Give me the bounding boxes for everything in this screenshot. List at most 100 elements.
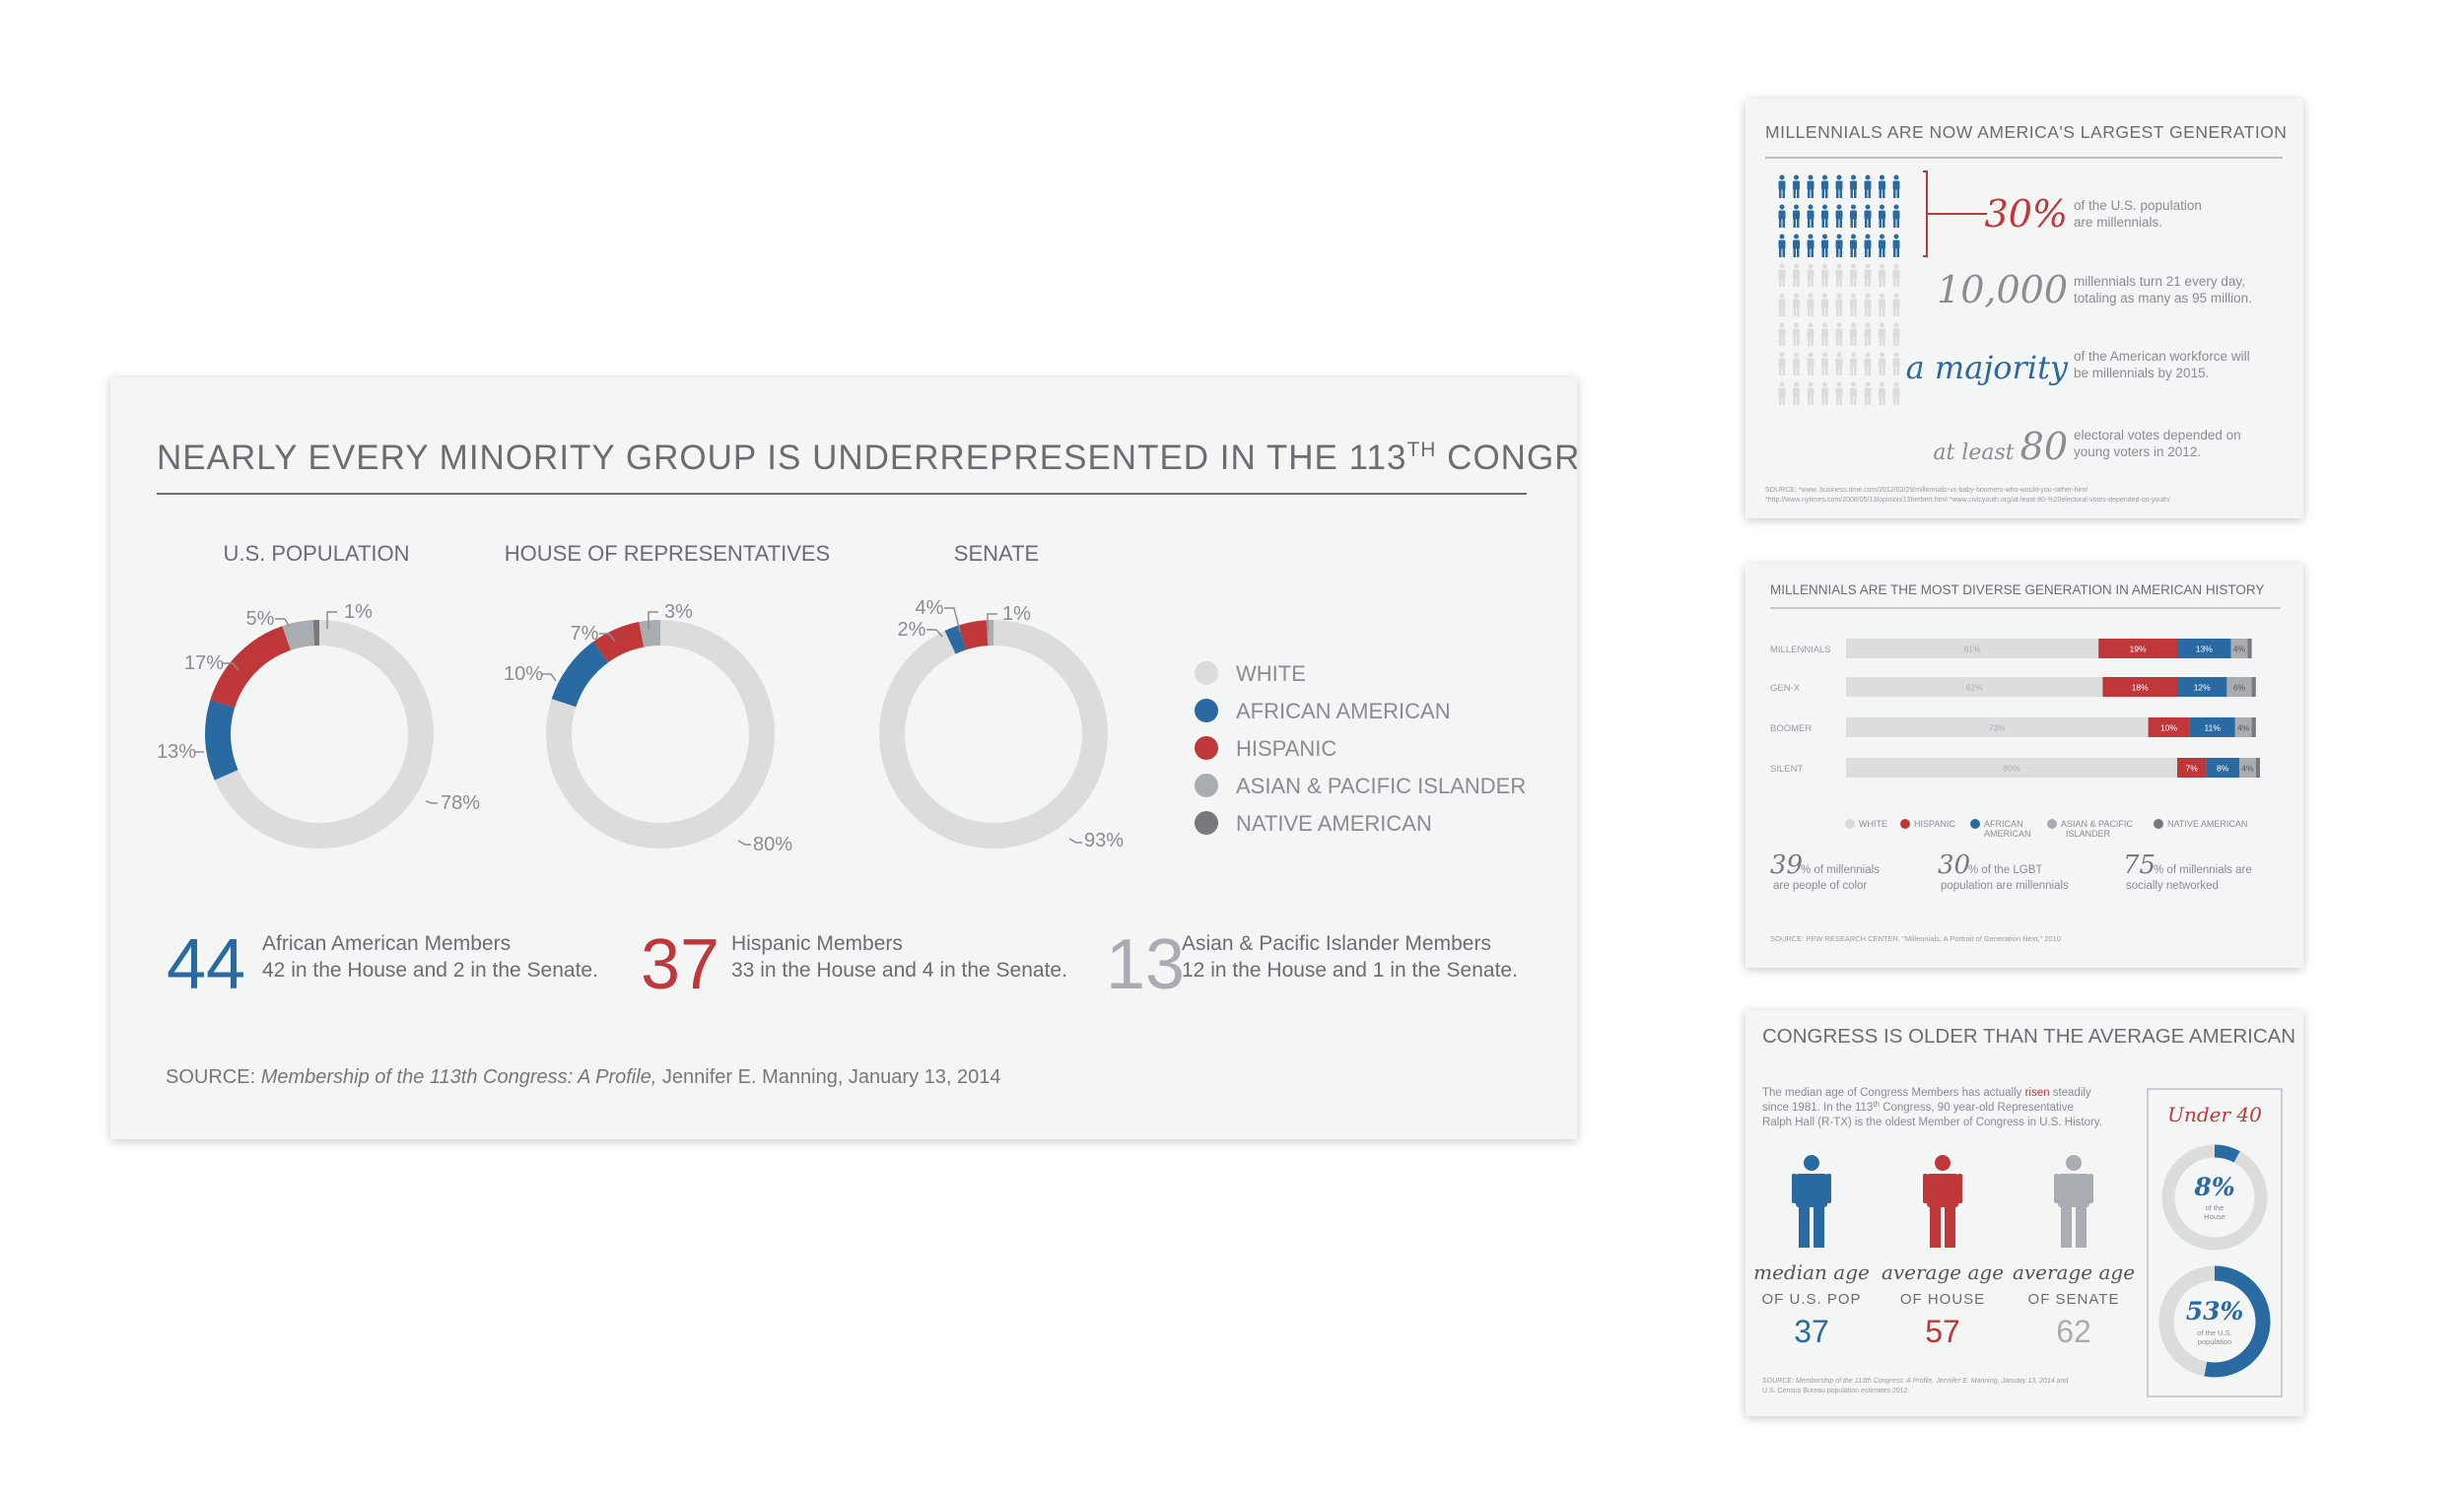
chart-title-us-population: U.S. POPULATION	[223, 541, 409, 566]
person-icon	[1864, 352, 1872, 375]
person-icon	[1821, 204, 1828, 228]
leader-house-3	[648, 611, 658, 630]
millennials-largest-card: MILLENNIALS ARE NOW AMERICA'S LARGEST GE…	[1745, 99, 2303, 518]
card1-source2: *http://www.nytimes.com/2008/05/13/opini…	[1765, 497, 2170, 504]
bar-value-label: 18%	[2132, 683, 2149, 693]
age-figures	[1792, 1155, 2093, 1248]
legend-dot-asian-pacific-islander	[1195, 774, 1218, 797]
ring2-pct: 53%	[2186, 1297, 2244, 1325]
card2-facts: 39 % of millennials are people of color …	[1770, 850, 2252, 892]
member-stats: 44 African American Members 42 in the Ho…	[167, 925, 1518, 1004]
fact-39-text: % of millennials	[1801, 864, 1880, 876]
chart-title-house: HOUSE OF REPRESENTATIVES	[505, 541, 830, 566]
label-leaders	[194, 607, 1082, 846]
bar-segment-asian-pacific-islander	[2226, 677, 2252, 697]
label-senate-4: 4%	[916, 597, 944, 619]
person-icon	[1850, 234, 1857, 257]
person-icon	[1850, 263, 1857, 287]
person-icon	[1821, 352, 1828, 375]
fact-80-text2: young voters in 2012.	[2074, 444, 2201, 459]
person-icon	[1793, 352, 1800, 375]
bar-category-label: SILENT	[1770, 764, 1803, 775]
person-icon	[1821, 322, 1828, 346]
person-icon	[1821, 293, 1828, 316]
label-of-house: OF HOUSE	[1900, 1291, 1985, 1308]
card1-title: MILLENNIALS ARE NOW AMERICA'S LARGEST GE…	[1765, 122, 2287, 142]
bar-segment-white	[1846, 677, 2103, 697]
bar-category-label: GEN-X	[1770, 683, 1801, 694]
stat-line1-hispanic: Hispanic Members	[731, 932, 903, 955]
para-line3: Ralph Hall (R-TX) is the oldest Member o…	[1762, 1117, 2102, 1128]
card3-source2: U.S. Census Bureau population estimates …	[1762, 1388, 1909, 1394]
bar-segment-hispanic	[2177, 758, 2207, 778]
legend-dot-white	[1195, 661, 1218, 685]
leader-senate-2	[926, 629, 943, 638]
fact-75-text: % of millennials are	[2154, 864, 2252, 876]
fact-10000-text2: totaling as many as 95 million.	[2074, 291, 2252, 306]
donut-segment-asian-pacific-islander	[639, 619, 661, 647]
bar-value-label: 73%	[1989, 723, 2006, 733]
ring1-sub1: of the	[2206, 1203, 2224, 1212]
label-senate-93: 93%	[1084, 830, 1124, 851]
label-house-3: 3%	[664, 601, 693, 623]
person-icon	[1821, 263, 1828, 287]
ring1-pct: 8%	[2193, 1173, 2234, 1201]
person-icon	[1892, 293, 1900, 316]
person-icon	[1879, 234, 1885, 257]
leader-senate-4	[944, 607, 961, 633]
bar-value-label: 4%	[2233, 645, 2246, 654]
leader-us-1	[326, 611, 337, 629]
person-icon	[1793, 204, 1800, 228]
person-icon	[1864, 322, 1872, 346]
donut-labels: 5% 1% 17% 13% 78% 7% 3% 10% 80% 4% 2% 1%…	[157, 597, 1124, 855]
person-icon	[1864, 381, 1872, 405]
card2-legend: WHITE HISPANIC AFRICAN AMERICAN ASIAN & …	[1845, 819, 2247, 839]
fact-80: at least 80	[1933, 425, 2068, 468]
legend-native: NATIVE AMERICAN	[2167, 819, 2247, 829]
age-us-pop: 37	[1794, 1314, 1829, 1349]
bar-segment-hispanic	[2098, 639, 2177, 658]
bar-segment-native-american	[2251, 717, 2256, 737]
label-us-78: 78%	[441, 792, 480, 814]
donut-segment-asian-pacific-islander	[282, 620, 315, 651]
person-figure-of-house	[1923, 1155, 1962, 1248]
person-icon	[1892, 263, 1900, 287]
bar-category-label: MILLENNIALS	[1770, 645, 1831, 655]
bar-value-label: 61%	[1964, 645, 1981, 654]
person-icon	[1879, 263, 1885, 287]
bar-value-label: 19%	[2130, 645, 2147, 654]
ring2-sub2: population	[2198, 1337, 2232, 1346]
person-icon	[1850, 322, 1857, 346]
legend-white: WHITE	[1859, 819, 1887, 829]
person-icon	[1821, 381, 1828, 405]
legend-label-hispanic: HISPANIC	[1236, 736, 1336, 761]
person-icon	[1850, 352, 1857, 375]
leader-us-5	[275, 618, 290, 627]
person-icon	[1807, 234, 1814, 257]
legend-american: AMERICAN	[1984, 829, 2031, 839]
bar-category-label: BOOMER	[1770, 723, 1812, 734]
person-icon	[1892, 204, 1900, 228]
label-average-age-house: average age	[1882, 1260, 2004, 1284]
person-icon	[1821, 174, 1828, 198]
congress-older-svg: CONGRESS IS OLDER THAN THE AVERAGE AMERI…	[1753, 1025, 2295, 1397]
legend-dot-african	[1970, 819, 1980, 829]
person-icon	[1778, 263, 1786, 287]
person-icon	[1793, 381, 1800, 405]
bar-value-label: 4%	[2241, 764, 2254, 774]
person-icon	[1835, 263, 1843, 287]
fact-majority-text2: be millennials by 2015.	[2074, 366, 2209, 380]
age-senate: 62	[2056, 1314, 2091, 1349]
bar-segment-native-american	[2255, 758, 2260, 778]
card3-title: CONGRESS IS OLDER THAN THE AVERAGE AMERI…	[1762, 1025, 2295, 1048]
legend-label-asian-pacific-islander: ASIAN & PACIFIC ISLANDER	[1236, 774, 1526, 798]
para-line1: The median age of Congress Members has a…	[1762, 1087, 2091, 1099]
legend-dot-asian	[2047, 819, 2057, 829]
millennials-largest-svg: MILLENNIALS ARE NOW AMERICA'S LARGEST GE…	[1765, 122, 2287, 504]
bar-segment-white	[1846, 758, 2177, 778]
congress-older-card: CONGRESS IS OLDER THAN THE AVERAGE AMERI…	[1745, 1010, 2303, 1416]
leader-us-78	[425, 800, 438, 804]
bar-segment-native-american	[2247, 639, 2252, 658]
stat-line2-hispanic: 33 in the House and 4 in the Senate.	[731, 959, 1067, 982]
main-infographic-svg: NEARLY EVERY MINORITY GROUP IS UNDERREPR…	[157, 439, 1652, 1088]
